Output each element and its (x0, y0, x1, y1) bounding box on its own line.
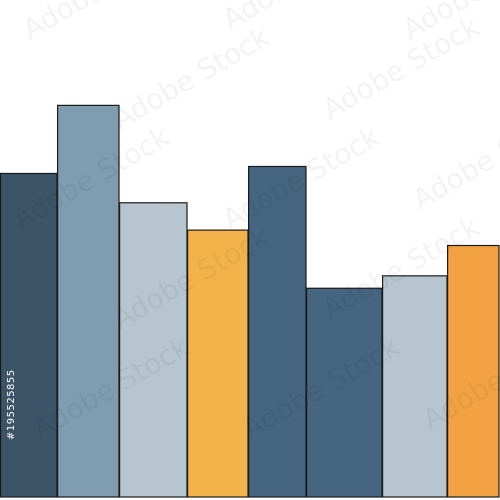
bar-5 (248, 165, 307, 498)
watermark-tile: Adobe Stock (317, 10, 486, 126)
watermark-tile: Adobe Stock (107, 20, 276, 136)
bar-3 (118, 202, 188, 498)
stock-image-id: #195525855 (6, 369, 17, 440)
bar-8 (447, 244, 500, 498)
bar-6 (306, 287, 383, 498)
watermark-tile: Adobe Stock (17, 0, 186, 46)
watermark-tile: Adobe Stock (407, 100, 500, 216)
bar-1 (0, 172, 58, 498)
bar-7 (382, 275, 448, 498)
bars-group (0, 104, 500, 498)
bar-4 (187, 229, 249, 498)
bar-2 (56, 104, 120, 498)
